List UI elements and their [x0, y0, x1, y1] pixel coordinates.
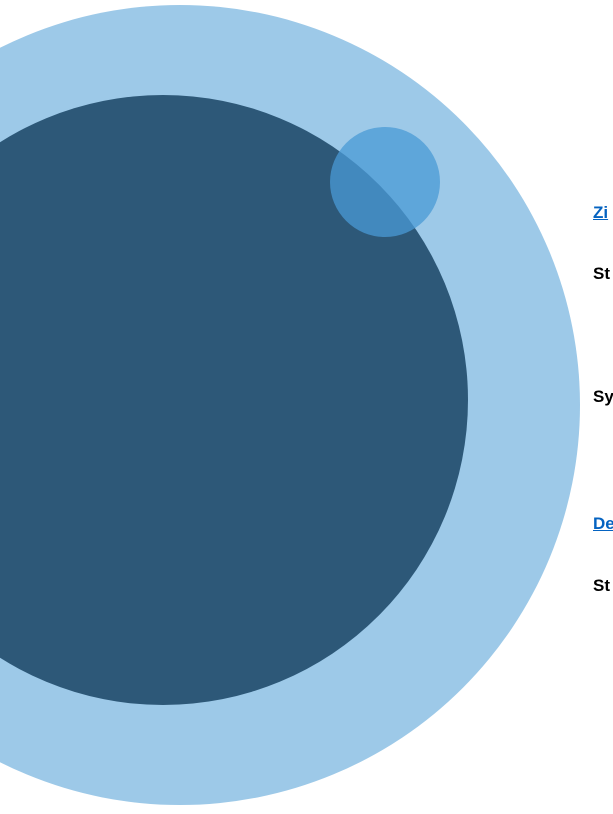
link-text[interactable]: De	[593, 514, 613, 534]
small-circle	[330, 127, 440, 237]
bold-text: St	[593, 264, 610, 284]
bold-text: Sy	[593, 387, 613, 407]
bold-text: St	[593, 576, 610, 596]
decoration	[0, 0, 613, 814]
page: Zi St Sy De St (() => { const data = JSO…	[0, 0, 613, 814]
link-text[interactable]: Zi	[593, 203, 608, 223]
